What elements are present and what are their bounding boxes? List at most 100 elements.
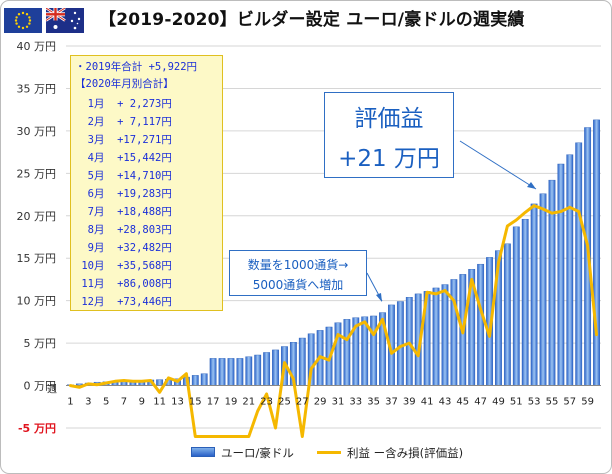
- monthly-summary-box: ・2019年合計 +5,922円 【2020年月別合計】 1月 + 2,273円…: [70, 55, 223, 311]
- bar-week-54: [539, 193, 547, 386]
- y-tick-label: 30 万円: [17, 125, 57, 138]
- note-arrowhead: [376, 293, 382, 302]
- legend-line-swatch: [317, 451, 341, 454]
- x-tick-label: 7: [121, 397, 127, 408]
- x-tick-label: 45: [456, 397, 469, 408]
- x-tick-label: 31: [332, 397, 345, 408]
- bar-week-51: [512, 226, 520, 386]
- bar-week-52: [521, 218, 529, 386]
- note-line-2: 5000通貨へ増加: [252, 278, 344, 292]
- summary-month: 4月 +15,442円: [75, 152, 172, 164]
- bar-week-15: [191, 375, 199, 386]
- bar-week-18: [218, 358, 226, 386]
- bar-week-58: [575, 142, 583, 386]
- bar-week-17: [209, 358, 217, 386]
- x-tick-label: 59: [581, 397, 594, 408]
- bar-week-22: [254, 354, 262, 386]
- x-tick-label: 57: [563, 397, 576, 408]
- x-tick-label: 15: [189, 397, 202, 408]
- summary-header: 【2020年月別合計】: [75, 78, 174, 90]
- summary-month: 11月 +86,008円: [75, 278, 172, 290]
- au-flag-icon: [46, 8, 84, 33]
- summary-month: 6月 +19,283円: [75, 188, 172, 200]
- x-tick-label: 19: [225, 397, 238, 408]
- x-first-label: 週: [47, 384, 57, 396]
- legend-bar-swatch: [191, 447, 215, 457]
- legend-line-label: 利益 ー含み損(評価益): [347, 446, 464, 460]
- y-tick-label: 25 万円: [17, 167, 57, 180]
- eu-flag-icon: [4, 8, 42, 33]
- bar-week-39: [405, 297, 413, 386]
- bar-week-44: [450, 279, 458, 386]
- unrealized-value: +21 万円: [338, 146, 440, 172]
- x-tick-label: 35: [367, 397, 380, 408]
- y-tick-label: 0 万円: [24, 380, 57, 393]
- summary-month: 1月 + 2,273円: [75, 98, 172, 110]
- legend-bar-label: ユーロ/豪ドル: [221, 446, 294, 460]
- bar-week-42: [432, 287, 440, 386]
- bar-week-24: [272, 349, 279, 386]
- x-tick-label: 23: [260, 397, 273, 408]
- x-tick-label: 55: [546, 397, 559, 408]
- summary-month: 8月 +28,803円: [75, 224, 172, 236]
- x-tick-label: 17: [207, 397, 220, 408]
- x-tick-label: 21: [242, 397, 255, 408]
- x-tick-label: 1: [67, 397, 73, 408]
- bar-week-23: [263, 352, 271, 386]
- y-tick-label: 40 万円: [17, 40, 57, 53]
- summary-month: 9月 +32,482円: [75, 242, 172, 254]
- bar-week-53: [530, 203, 538, 386]
- x-tick-label: 9: [139, 397, 145, 408]
- y-tick-label: -5 万円: [18, 422, 56, 435]
- note-line-1: 数量を1000通貨→: [247, 258, 349, 272]
- summary-month: 5月 +14,710円: [75, 170, 172, 182]
- unrealized-label: 評価益: [354, 106, 424, 132]
- x-tick-label: 39: [403, 397, 416, 408]
- unrealized-callout-arrow: [459, 140, 537, 190]
- x-tick-label: 51: [510, 397, 523, 408]
- x-tick-label: 25: [278, 397, 291, 408]
- bar-week-21: [245, 356, 253, 386]
- x-tick-label: 53: [528, 397, 541, 408]
- x-tick-label: 41: [421, 397, 434, 408]
- bar-week-16: [200, 373, 208, 386]
- bar-week-50: [503, 243, 511, 386]
- y-tick-label: 35 万円: [17, 82, 57, 95]
- bar-week-19: [227, 358, 235, 386]
- bar-week-32: [343, 319, 351, 386]
- x-tick-label: 11: [153, 397, 166, 408]
- bar-week-60: [593, 119, 600, 386]
- unrealized-gain-callout: 評価益 +21 万円: [324, 92, 454, 178]
- x-tick-label: 3: [85, 397, 91, 408]
- y-tick-label: 20 万円: [17, 210, 57, 223]
- chart-title: 【2019-2020】ビルダー設定 ユーロ/豪ドルの週実績: [99, 10, 525, 30]
- bar-week-11: [156, 379, 164, 386]
- x-tick-label: 37: [385, 397, 398, 408]
- bar-week-31: [334, 322, 342, 386]
- x-tick-label: 29: [314, 397, 327, 408]
- y-tick-label: 5 万円: [24, 337, 57, 350]
- x-tick-label: 43: [439, 397, 452, 408]
- x-tick-label: 49: [492, 397, 505, 408]
- x-tick-label: 27: [296, 397, 309, 408]
- y-tick-label: 15 万円: [17, 252, 57, 265]
- summary-month: 3月 +17,271円: [75, 134, 172, 146]
- bar-week-20: [236, 358, 244, 386]
- y-tick-label: 10 万円: [17, 295, 57, 308]
- bar-week-27: [298, 337, 306, 386]
- summary-month: 2月 + 7,117円: [75, 116, 172, 128]
- x-tick-label: 13: [171, 397, 184, 408]
- summary-month: 7月 +18,488円: [75, 206, 172, 218]
- summary-month: 12月 +73,446円: [75, 296, 172, 308]
- bar-week-57: [566, 154, 574, 386]
- summary-month: 10月 +35,568円: [75, 260, 172, 272]
- bar-week-35: [370, 315, 378, 386]
- lot-increase-note: 数量を1000通貨→ 5000通貨へ増加: [229, 250, 367, 296]
- summary-year-total: ・2019年合計 +5,922円: [75, 61, 198, 73]
- x-tick-label: 33: [349, 397, 362, 408]
- x-tick-label: 47: [474, 397, 487, 408]
- profit-line: [69, 204, 598, 438]
- x-tick-label: 5: [103, 397, 109, 408]
- bar-week-43: [441, 284, 449, 386]
